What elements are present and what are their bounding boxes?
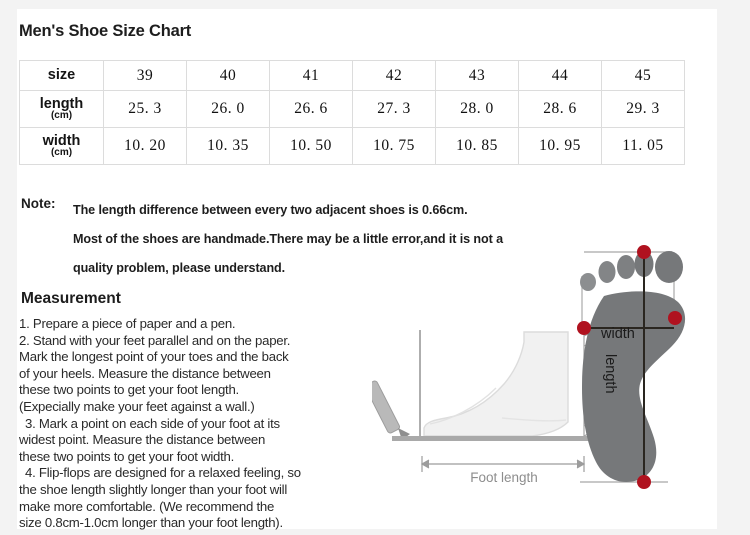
footprint-width-label: width [601,326,635,342]
marker-dot-bottom [637,475,651,489]
table-row-size: size 39 40 41 42 43 44 45 [19,60,685,91]
row-header-width-unit: (cm) [50,146,73,158]
step-line-11: the shoe length slightly longer than you… [19,481,288,497]
cell-width-40: 10. 35 [186,127,270,165]
measurement-heading: Measurement [21,290,121,307]
cell-size-44: 44 [518,60,602,91]
step-line-13: size 0.8cm-1.0cm longer than your foot l… [19,515,283,531]
toe-little [580,273,596,291]
row-header-width: width (cm) [19,127,104,165]
note-text: The length difference between every two … [73,196,503,283]
ground-line [392,436,604,441]
row-header-length-label: length [39,96,84,113]
cell-size-43: 43 [435,60,519,91]
cell-width-45: 11. 05 [601,127,685,165]
table-row-length: length (cm) 25. 3 26. 0 26. 6 27. 3 28. … [19,90,685,128]
toe-big [655,251,683,283]
row-header-length: length (cm) [19,90,104,128]
marker-dot-left [577,321,591,335]
cell-width-44: 10. 95 [518,127,602,165]
step-line-9: these two points to get your foot width. [19,448,235,464]
cell-length-40: 26. 0 [186,90,270,128]
measurement-illustration: width length Foot length [372,232,704,524]
row-header-width-label: width [42,133,81,150]
foot-length-dimension [420,456,586,472]
cell-size-41: 41 [269,60,353,91]
marker-dot-right [668,311,682,325]
marker-dot-top [637,245,651,259]
cell-width-42: 10. 75 [352,127,436,165]
note-label: Note: [21,196,56,211]
table-row-width: width (cm) 10. 20 10. 35 10. 50 10. 75 1… [19,127,685,165]
side-view-diagram [372,327,604,472]
cell-width-41: 10. 50 [269,127,353,165]
step-line-6: (Expecially make your feet against a wal… [19,398,255,414]
page-title: Men's Shoe Size Chart [19,22,192,40]
row-header-size: size [19,60,104,91]
step-line-2: 2. Stand with your feet parallel and on … [19,332,291,348]
size-chart-table: size 39 40 41 42 43 44 45 length (cm) 25… [19,60,685,165]
cell-length-41: 26. 6 [269,90,353,128]
note-block: Note: The length difference between ever… [21,196,661,283]
step-line-10: 4. Flip-flops are designed for a relaxed… [25,465,301,481]
step-line-4: of your heels. Measure the distance betw… [19,365,271,381]
row-header-length-unit: (cm) [50,109,73,121]
footprint-diagram [577,245,686,489]
footprint-length-label: length [602,354,618,394]
cell-length-39: 25. 3 [103,90,187,128]
cell-length-43: 28. 0 [435,90,519,128]
cell-length-42: 27. 3 [352,90,436,128]
step-line-8: widest point. Measure the distance betwe… [19,432,266,448]
foot-side-profile [423,331,569,437]
footprint-sole [582,291,686,482]
cell-size-45: 45 [601,60,685,91]
cell-length-44: 28. 6 [518,90,602,128]
foot-length-label: Foot length [470,470,538,485]
measurement-steps: 1. Prepare a piece of paper and a pen. 2… [19,316,379,532]
illustration-svg [372,245,686,489]
pencil-icon [372,380,410,440]
toe-third [617,255,635,279]
cell-size-42: 42 [352,60,436,91]
note-line-1: The length difference between every two … [73,203,468,217]
step-line-12: make more comfortable. (We recommend the [19,498,275,514]
cell-width-39: 10. 20 [103,127,187,165]
row-header-size-label: size [47,67,76,84]
step-line-1: 1. Prepare a piece of paper and a pen. [19,316,236,331]
note-line-3: quality problem, please understand. [73,261,286,275]
step-line-3: Mark the longest point of your toes and … [19,349,289,365]
step-line-5: these two points to get your foot length… [19,382,239,398]
cell-length-45: 29. 3 [601,90,685,128]
toe-fourth [598,261,616,283]
cell-size-39: 39 [103,60,187,91]
note-line-2: Most of the shoes are handmade.There may… [73,232,503,246]
step-line-7: 3. Mark a point on each side of your foo… [25,415,280,431]
cell-width-43: 10. 85 [435,127,519,165]
cell-size-40: 40 [186,60,270,91]
